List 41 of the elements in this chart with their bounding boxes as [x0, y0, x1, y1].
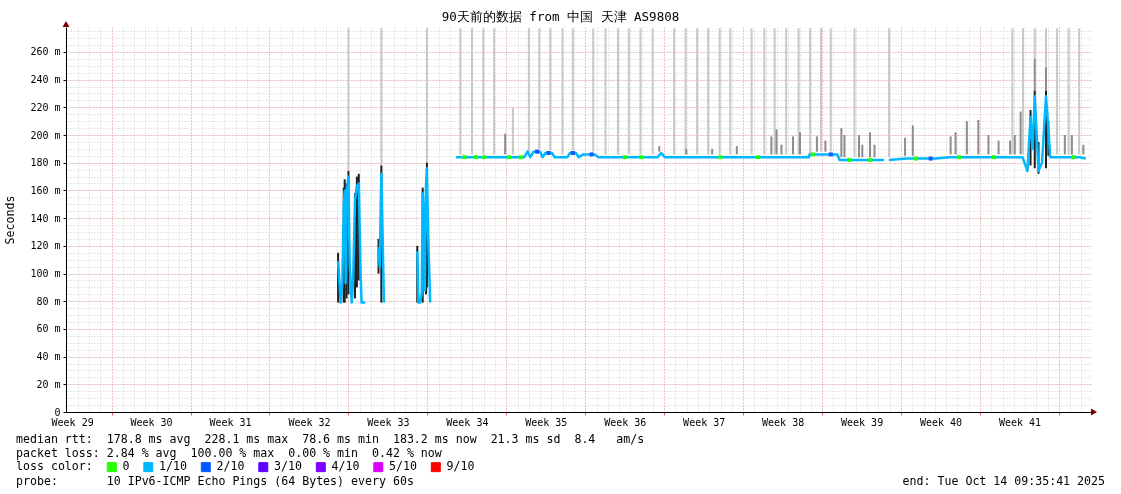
legend-label: 3/10: [274, 459, 303, 474]
y-tick-label: 200 m: [30, 129, 61, 141]
text: median rtt: 178.8 ms avg 228.1 ms max 78.6 ms min 183.2 ms now 21.3 ms sd 8.4 am/s: [16, 431, 645, 446]
x-tick-label: Week 36: [604, 416, 647, 428]
x-tick-label: Week 41: [998, 416, 1042, 428]
x-tick-label: Week 38: [762, 416, 805, 428]
x-tick-label: Week 37: [683, 416, 726, 428]
x-tick-label: Week 39: [841, 416, 884, 428]
y-tick-label: 160 m: [30, 184, 61, 196]
y-tick-label: 240 m: [30, 74, 61, 86]
legend-label: 2/10: [216, 459, 245, 474]
chart-title: 90天前的数据 from 中国 天津 AS9808: [441, 8, 680, 24]
legend-label: 1/10: [159, 459, 188, 474]
text: end: Tue Oct 14 09:35:41 2025: [902, 473, 1105, 488]
y-tick-label: 80 m: [36, 295, 61, 307]
legend-label: 0: [122, 459, 130, 474]
y-tick-label: 120 m: [30, 240, 61, 252]
y-tick-label: 100 m: [30, 268, 61, 280]
text: packet loss: 2.84 % avg 100.00 % max 0.00 % min 0.42 % now: [16, 445, 442, 460]
legend-label: 9/10: [446, 459, 475, 474]
y-tick-label: 20 m: [36, 378, 61, 390]
y-tick-label: 60 m: [36, 323, 61, 335]
x-tick-label: Week 32: [288, 416, 331, 428]
x-tick-label: Week 29: [51, 416, 94, 428]
x-tick-label: Week 40: [919, 416, 963, 428]
y-axis-title: Seconds: [2, 195, 17, 245]
x-tick-label: Week 35: [525, 416, 568, 428]
y-tick-label: 40 m: [36, 351, 61, 363]
y-tick-label: 0: [54, 406, 61, 418]
x-tick-label: Week 31: [209, 416, 252, 428]
x-tick-label: Week 33: [367, 416, 410, 428]
text: probe: 10 IPv6-ICMP Echo Pings (64 Bytes) every 60s: [16, 473, 414, 488]
y-tick-label: 260 m: [30, 46, 61, 58]
legend-title: loss color:: [16, 459, 93, 473]
x-tick-label: Week 34: [446, 416, 489, 428]
legend-label: 4/10: [331, 459, 360, 474]
y-tick-label: 140 m: [30, 212, 61, 224]
x-tick-label: Week 30: [130, 416, 173, 428]
y-tick-label: 220 m: [30, 101, 61, 113]
y-tick-label: 180 m: [30, 157, 61, 169]
legend-label: 5/10: [389, 459, 418, 474]
